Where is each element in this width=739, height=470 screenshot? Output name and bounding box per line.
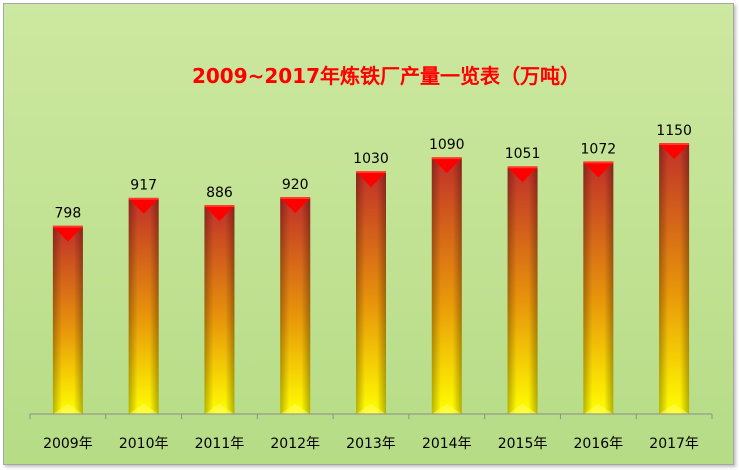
bar-shading — [128, 198, 159, 414]
x-axis-ticks: 2009年 2010年 2011年 2012年 2013年 2014年 2015年 2016年… — [29, 414, 713, 452]
x-tick-label: 2015年 — [498, 436, 548, 452]
bar-2017年 — [659, 143, 690, 414]
chart-title: 2009~2017年炼铁厂产量一览表（万吨） — [192, 64, 580, 88]
x-tick-label: 2014年 — [422, 436, 472, 452]
bar-base-bevel — [431, 404, 462, 414]
bar-2011年 — [204, 204, 235, 414]
x-tick-label: 2012年 — [270, 436, 320, 452]
bar-cap — [583, 162, 614, 178]
x-tick-label: 2009年 — [43, 436, 93, 452]
bar-shading — [659, 144, 690, 414]
data-label: 920 — [282, 177, 309, 193]
chart-area: 2009~2017年炼铁厂产量一览表（万吨） 798 917 886 920 1030 1… — [3, 3, 734, 465]
bar-2015年 — [507, 166, 538, 414]
data-label: 798 — [55, 206, 82, 222]
data-label: 1051 — [505, 146, 541, 162]
bar-shading — [52, 226, 83, 414]
x-tick-label: 2013年 — [346, 436, 396, 452]
bar-base-bevel — [128, 404, 159, 414]
bar-cap — [431, 158, 462, 174]
bar-base-bevel — [507, 404, 538, 414]
bar-base-bevel — [52, 404, 83, 414]
bar-base-bevel — [204, 404, 235, 414]
bar-2010年 — [128, 197, 159, 414]
x-tick-label: 2016年 — [574, 436, 624, 452]
bar-chart: 2009~2017年炼铁厂产量一览表（万吨） 798 917 886 920 1030 1… — [29, 64, 713, 452]
bar-cap — [280, 198, 311, 213]
bar-shading — [507, 167, 538, 414]
data-label: 1090 — [429, 137, 465, 153]
bar-shading — [204, 205, 235, 414]
bar-2014年 — [431, 157, 462, 414]
bar-base-bevel — [356, 404, 386, 414]
data-label: 886 — [206, 185, 233, 201]
x-tick-label: 2017年 — [649, 436, 699, 452]
data-label: 917 — [130, 178, 157, 194]
bar-base-bevel — [280, 404, 311, 414]
bar-cap — [52, 226, 83, 242]
bar-2016年 — [583, 161, 614, 414]
bar-shading — [356, 172, 386, 414]
bar-cap — [128, 198, 159, 214]
bar-base-bevel — [583, 404, 614, 414]
bars-group: 798 917 886 920 1030 1090 1051 1072 1150 — [52, 123, 692, 414]
bar-cap — [659, 144, 690, 159]
bar-shading — [280, 198, 311, 414]
x-tick-label: 2010年 — [119, 436, 169, 452]
data-label: 1150 — [656, 123, 692, 139]
bar-2013年 — [356, 171, 386, 414]
data-label: 1072 — [581, 141, 617, 157]
x-tick-label: 2011年 — [195, 436, 245, 452]
bar-2012年 — [280, 197, 311, 414]
bar-shading — [431, 158, 462, 414]
bar-2009年 — [52, 225, 83, 414]
bar-shading — [583, 162, 614, 414]
bar-base-bevel — [659, 404, 690, 414]
bar-cap — [507, 167, 538, 183]
data-label: 1030 — [353, 151, 389, 167]
bar-cap — [356, 172, 386, 188]
bar-cap — [204, 205, 235, 221]
